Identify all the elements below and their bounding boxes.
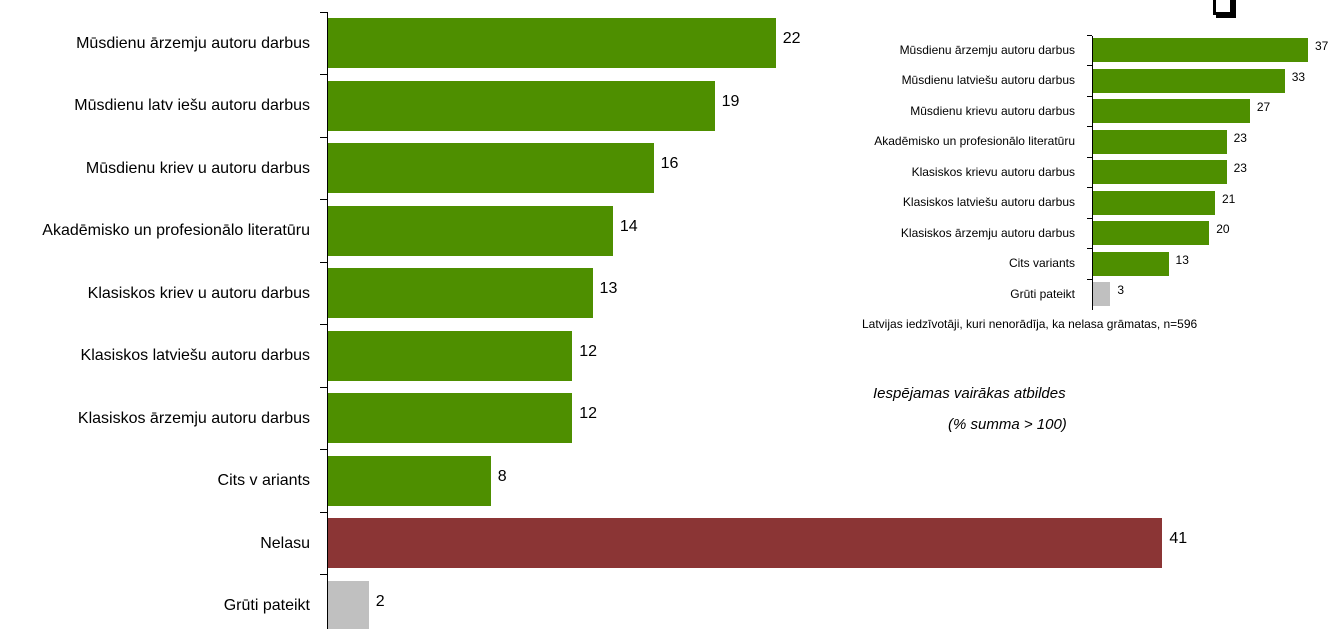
category-label: Klasiskos latviešu autoru darbus	[80, 347, 310, 364]
category-label: Klasiskos ārzemju autoru darbus	[900, 225, 1075, 240]
value-label: 19	[721, 92, 740, 110]
annotation: Iespējamas vairākas atbildes	[873, 385, 1066, 402]
value-label: 13	[1175, 252, 1189, 267]
tick-mark	[1087, 217, 1092, 219]
bar	[1093, 282, 1111, 306]
value-label: 37	[1314, 39, 1329, 53]
category-label: Klasiskos ārzemju autoru darbus	[77, 409, 310, 427]
tick-mark	[1087, 187, 1092, 189]
value-label: 23	[1233, 161, 1247, 175]
bar	[1093, 68, 1285, 93]
footnote: Latvijas iedzīvotāji, kuri nenorādīja, k…	[862, 317, 1198, 331]
value-label: 27	[1256, 100, 1271, 114]
tick-mark	[320, 199, 327, 201]
category-label: Klasiskos krievu autoru darbus	[911, 164, 1075, 179]
tick-mark	[1087, 126, 1092, 128]
bar	[1093, 160, 1227, 184]
value-label: 2	[375, 592, 385, 610]
tick-mark	[1087, 248, 1092, 250]
category-label: Mūsdienu kriev u autoru darbus	[85, 159, 310, 177]
value-label: 22	[782, 30, 801, 47]
bar	[1093, 129, 1227, 154]
value-label: 21	[1222, 191, 1236, 206]
tick-mark	[1087, 278, 1092, 280]
tick-mark	[320, 11, 327, 13]
category-label: Akadēmisko un profesionālo literatūru	[874, 134, 1075, 148]
bar	[328, 518, 1163, 568]
tick-mark	[320, 324, 327, 326]
tick-mark	[320, 261, 327, 263]
bar	[1093, 190, 1215, 215]
corner-icon	[1213, 0, 1233, 15]
bar	[1093, 99, 1250, 123]
category-label: Cits v ariants	[217, 472, 310, 489]
bar	[328, 205, 613, 256]
value-label: 20	[1216, 222, 1230, 236]
value-label: 12	[579, 342, 597, 360]
value-label: 14	[619, 217, 638, 235]
value-label: 13	[599, 280, 618, 297]
category-label: Mūsdienu krievu autoru darbus	[910, 103, 1075, 118]
category-label: Cits variants	[1008, 256, 1075, 270]
category-label: Mūsdienu latviešu autoru darbus	[901, 73, 1075, 87]
tick-mark	[1087, 65, 1092, 67]
bar	[328, 580, 369, 629]
value-label: 16	[660, 155, 679, 172]
axis-line	[327, 12, 328, 629]
value-label: 12	[579, 405, 597, 422]
value-label: 3	[1117, 283, 1125, 297]
value-label: 8	[497, 467, 507, 485]
axis-line	[1092, 36, 1093, 310]
tick-mark	[320, 574, 327, 576]
bar	[328, 330, 573, 381]
tick-mark	[320, 136, 327, 138]
bar	[1093, 221, 1210, 245]
bar	[328, 143, 654, 193]
bar	[1093, 38, 1308, 62]
bar	[328, 268, 593, 318]
category-label: Akadēmisko un profesionālo literatūru	[42, 222, 310, 239]
category-label: Grūti pateikt	[1010, 286, 1075, 301]
tick-mark	[1087, 95, 1092, 97]
category-label: Mūsdienu ārzemju autoru darbus	[899, 42, 1075, 57]
bar	[1093, 251, 1169, 276]
annotation: (% summa > 100)	[948, 416, 1067, 433]
value-label: 23	[1233, 130, 1247, 145]
category-label: Klasiskos kriev u autoru darbus	[87, 284, 310, 302]
tick-mark	[1087, 156, 1092, 158]
category-label: Grūti pateikt	[223, 597, 310, 614]
tick-mark	[320, 74, 327, 76]
value-label: 41	[1169, 530, 1188, 547]
bar	[328, 18, 776, 68]
tick-mark	[320, 386, 327, 388]
tick-mark	[1087, 34, 1092, 36]
tick-mark	[320, 449, 327, 451]
category-label: Nelasu	[260, 534, 310, 552]
bar	[328, 80, 715, 131]
category-label: Mūsdienu ārzemju autoru darbus	[76, 34, 310, 52]
tick-mark	[320, 511, 327, 513]
bar	[328, 393, 573, 443]
bar	[328, 455, 491, 506]
value-label: 33	[1291, 69, 1306, 84]
category-label: Klasiskos latviešu autoru darbus	[902, 195, 1075, 209]
category-label: Mūsdienu latv iešu autoru darbus	[74, 97, 310, 114]
